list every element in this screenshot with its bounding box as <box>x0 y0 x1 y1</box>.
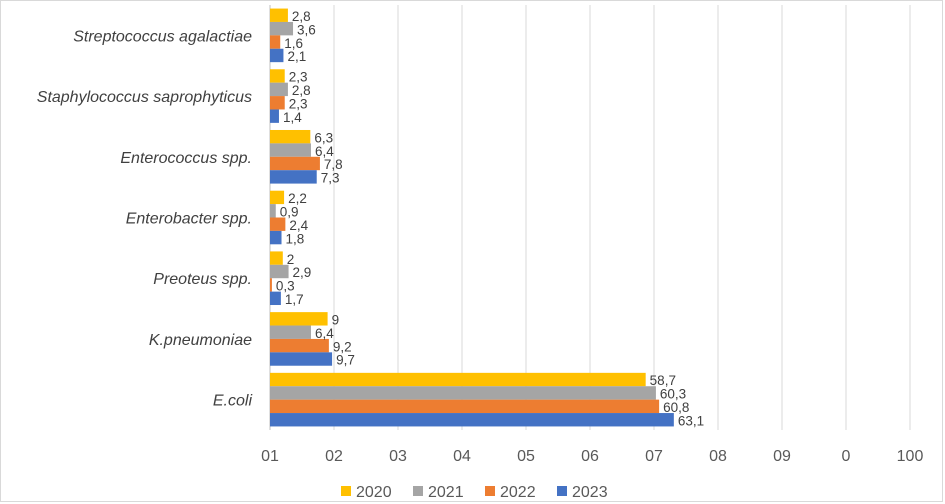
bar <box>270 386 656 400</box>
data-label: 60,8 <box>663 400 689 415</box>
legend-label: 2023 <box>572 484 608 501</box>
bar <box>270 352 333 366</box>
data-label: 2 <box>287 252 295 267</box>
data-label: 6,4 <box>315 144 334 159</box>
legend-swatch <box>341 486 351 496</box>
data-labels: 2,83,61,62,12,32,82,31,46,36,47,87,32,20… <box>276 9 704 428</box>
data-label: 7,3 <box>321 171 340 186</box>
x-tick-label: 09 <box>773 448 791 465</box>
bar <box>270 109 279 123</box>
bar <box>270 312 328 326</box>
bar <box>270 8 288 22</box>
bar <box>270 204 276 218</box>
legend: 2020 2021 2022 2023 <box>341 484 608 501</box>
data-label: 60,3 <box>660 387 686 402</box>
bar <box>270 291 281 306</box>
bar <box>270 264 289 279</box>
x-tick-label: 0 <box>842 448 851 465</box>
data-label: 2,8 <box>292 83 311 98</box>
data-label: 1,7 <box>285 292 304 307</box>
bars <box>270 8 674 427</box>
bar <box>270 251 283 265</box>
bar <box>270 35 281 49</box>
value-axis: 01 02 03 04 05 06 07 08 09 0 100 <box>261 448 923 465</box>
data-label: 1,4 <box>283 110 302 125</box>
data-label: 2,1 <box>287 49 306 64</box>
bar <box>270 372 646 387</box>
data-label: 2,4 <box>289 218 308 233</box>
data-label: 7,8 <box>324 157 343 172</box>
bar <box>270 96 285 110</box>
gridlines <box>269 5 911 430</box>
x-tick-label: 03 <box>389 448 407 465</box>
data-label: 2,3 <box>289 70 308 85</box>
x-tick-label: 08 <box>709 448 727 465</box>
legend-swatch <box>485 486 495 496</box>
data-label: 2,8 <box>292 9 311 24</box>
x-tick-label: 04 <box>453 448 471 465</box>
x-tick-label: 07 <box>645 448 663 465</box>
data-label: 9,7 <box>336 353 355 368</box>
bar <box>270 156 320 171</box>
data-label: 0,9 <box>280 205 299 220</box>
category-label: Enterococcus spp. <box>120 150 252 167</box>
data-label: 9,2 <box>333 339 352 354</box>
legend-swatch <box>557 486 567 496</box>
data-label: 6,3 <box>314 130 333 145</box>
category-label: Streptococcus agalactiae <box>73 28 252 45</box>
bar <box>270 399 660 414</box>
legend-swatch <box>413 486 423 496</box>
data-label: 1,8 <box>286 231 305 246</box>
bar <box>270 48 284 63</box>
data-label: 2,2 <box>288 191 307 206</box>
bar <box>270 170 317 184</box>
data-label: 0,3 <box>276 279 295 294</box>
legend-label: 2022 <box>500 484 536 501</box>
x-tick-label: 06 <box>581 448 599 465</box>
bar <box>270 230 282 245</box>
data-label: 63,1 <box>678 413 704 428</box>
bar <box>270 69 285 83</box>
legend-label: 2020 <box>356 484 392 501</box>
category-label: Preoteus spp. <box>153 271 252 288</box>
category-axis: Streptococcus agalactiae Staphylococcus s… <box>37 28 253 409</box>
category-label: K.pneumoniae <box>149 332 252 349</box>
x-tick-label: 100 <box>897 448 924 465</box>
category-label: Enterobacter spp. <box>126 211 252 228</box>
x-tick-label: 05 <box>517 448 535 465</box>
bar <box>270 217 286 231</box>
bar <box>270 325 311 339</box>
data-label: 58,7 <box>650 373 676 388</box>
data-label: 2,9 <box>293 265 312 280</box>
bar <box>270 413 674 427</box>
bar <box>270 190 285 205</box>
bar <box>270 82 288 97</box>
x-tick-label: 01 <box>261 448 279 465</box>
data-label: 6,4 <box>315 326 334 341</box>
bar <box>270 338 329 353</box>
bar <box>270 129 311 144</box>
category-label: Staphylococcus saprophyticus <box>37 89 252 106</box>
bar <box>270 143 311 157</box>
bar <box>270 278 272 292</box>
data-label: 9 <box>332 313 340 328</box>
data-label: 3,6 <box>297 22 316 37</box>
bar <box>270 21 294 36</box>
legend-label: 2021 <box>428 484 464 501</box>
data-label: 1,6 <box>284 36 303 51</box>
category-label: E.coli <box>213 393 253 410</box>
data-label: 2,3 <box>289 96 308 111</box>
x-tick-label: 02 <box>325 448 343 465</box>
